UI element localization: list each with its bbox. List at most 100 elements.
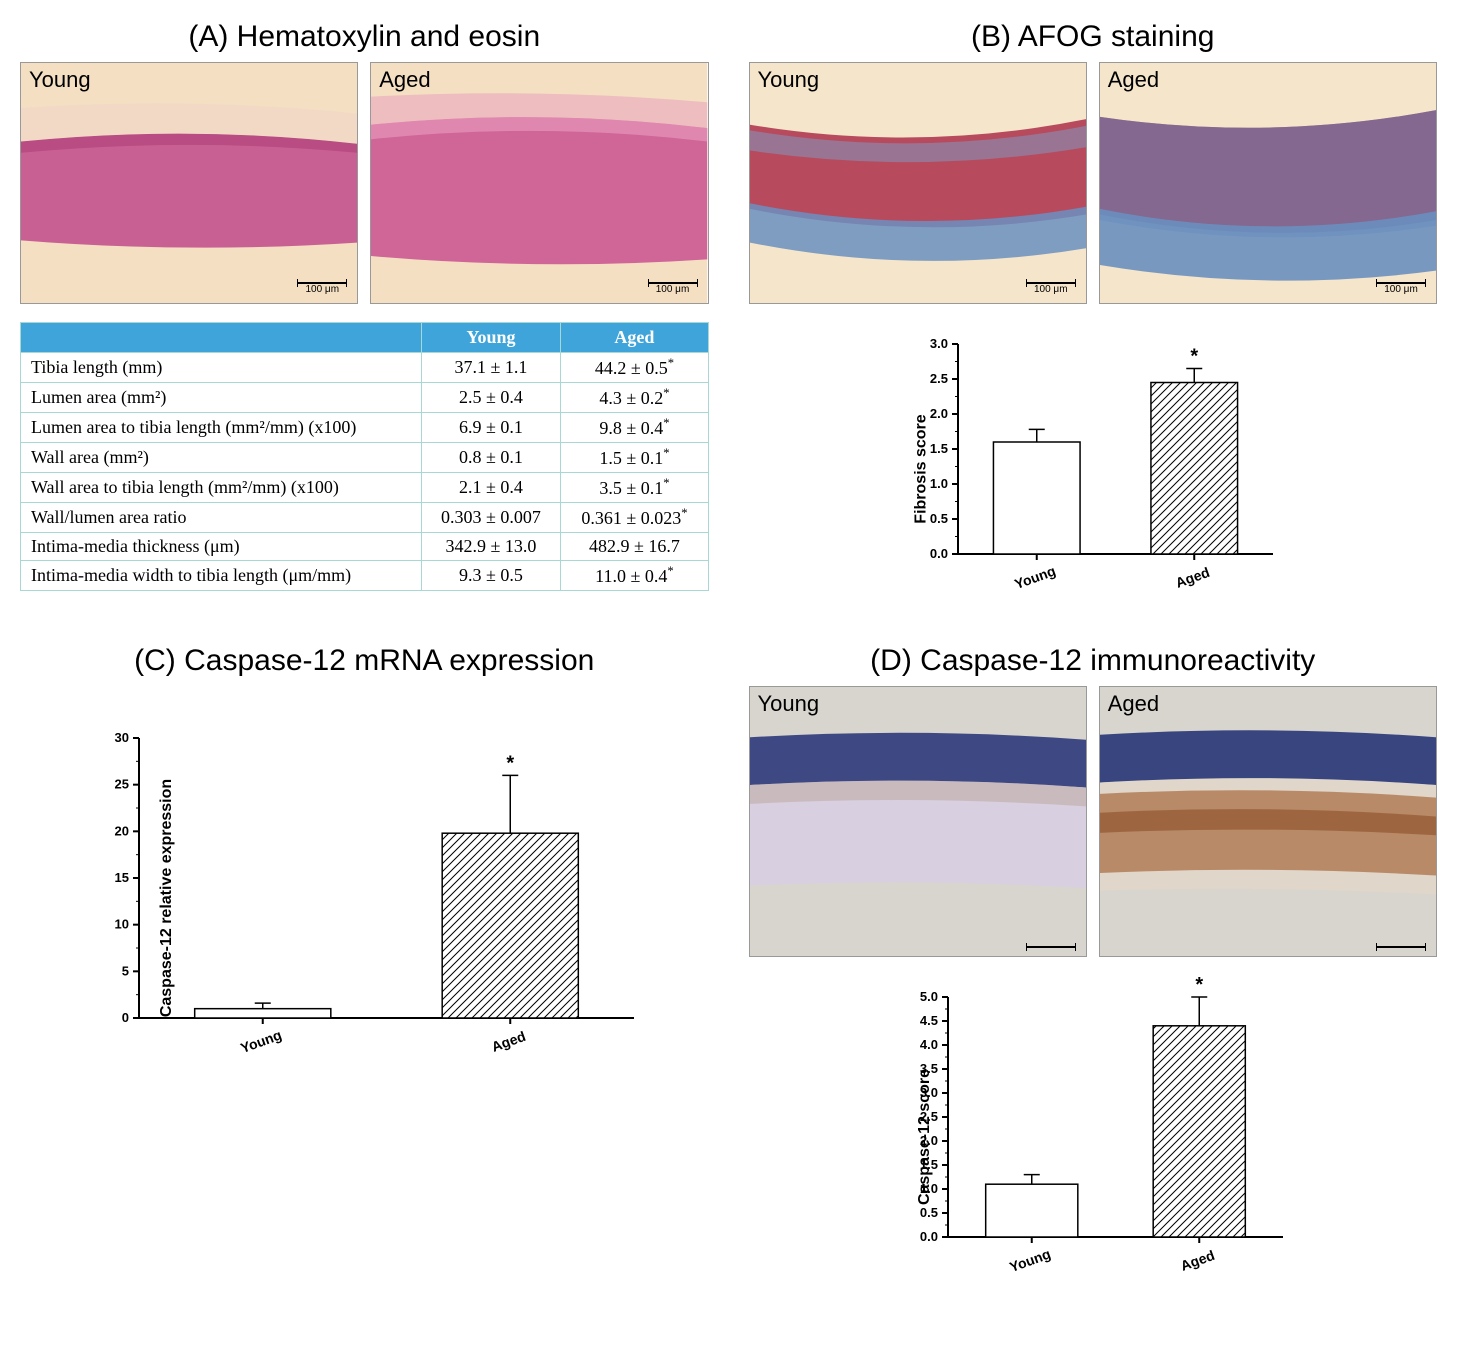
image-label-aged: Aged (1108, 691, 1159, 717)
svg-text:Aged: Aged (1178, 1247, 1216, 1274)
panel-d: (D) Caspase-12 immunoreactivity Young Ag… (749, 644, 1438, 1297)
panel-a-table: YoungAgedTibia length (mm)37.1 ± 1.144.2… (20, 322, 709, 591)
chart-bar (993, 442, 1080, 554)
panel-a-young-image: Young 100 μm (20, 62, 358, 304)
svg-text:1.0: 1.0 (930, 476, 948, 491)
table-cell: 0.361 ± 0.023* (561, 503, 708, 533)
panel-c-title: (C) Caspase-12 mRNA expression (20, 644, 709, 678)
panel-b-images: Young 100 μm Aged 100 μm (749, 62, 1438, 304)
panel-d-aged-image: Aged (1099, 686, 1437, 957)
svg-text:0.0: 0.0 (920, 1229, 938, 1244)
table-cell: 342.9 ± 13.0 (421, 533, 561, 561)
svg-text:Young: Young (239, 1027, 284, 1057)
table-cell: 2.1 ± 0.4 (421, 473, 561, 503)
scale-bar: 100 μm (1026, 282, 1076, 295)
table-cell: Wall area (mm²) (21, 443, 422, 473)
svg-text:*: * (507, 753, 515, 775)
table-row: Tibia length (mm)37.1 ± 1.144.2 ± 0.5* (21, 353, 709, 383)
panel-d-young-image: Young (749, 686, 1087, 957)
table-cell: 1.5 ± 0.1* (561, 443, 708, 473)
panel-b-chart: Fibrosis score 0.0 0.5 1.0 1.5 2.0 2.5 3.0 Young… (903, 324, 1283, 614)
chart-bar (1153, 1026, 1245, 1237)
chart-bar (1151, 383, 1238, 555)
svg-text:Young: Young (1012, 563, 1057, 593)
table-row: Wall area to tibia length (mm²/mm) (x100… (21, 473, 709, 503)
panel-b: (B) AFOG staining Young 100 μm Aged 100 … (749, 20, 1438, 614)
table-row: Intima-media thickness (μm)342.9 ± 13.04… (21, 533, 709, 561)
svg-text:0.5: 0.5 (930, 511, 948, 526)
table-cell: 6.9 ± 0.1 (421, 413, 561, 443)
svg-text:2.5: 2.5 (930, 371, 948, 386)
table-cell: 4.3 ± 0.2* (561, 383, 708, 413)
table-cell: 9.3 ± 0.5 (421, 561, 561, 591)
panel-d-title: (D) Caspase-12 immunoreactivity (749, 644, 1438, 678)
table-cell: 37.1 ± 1.1 (421, 353, 561, 383)
table-cell: 3.5 ± 0.1* (561, 473, 708, 503)
table-cell: Lumen area (mm²) (21, 383, 422, 413)
panel-a: (A) Hematoxylin and eosin Young 100 μm A… (20, 20, 709, 614)
image-label-young: Young (29, 67, 91, 93)
panel-b-aged-image: Aged 100 μm (1099, 62, 1437, 304)
table-cell: 482.9 ± 16.7 (561, 533, 708, 561)
table-row: Lumen area to tibia length (mm²/mm) (x10… (21, 413, 709, 443)
chart-bar (985, 1184, 1077, 1237)
bar-chart-svg: 0.00.51.01.52.02.53.03.54.04.55.0Young*A… (893, 977, 1293, 1297)
table-cell: Intima-media width to tibia length (μm/m… (21, 561, 422, 591)
table-cell: 9.8 ± 0.4* (561, 413, 708, 443)
svg-text:30: 30 (115, 730, 129, 745)
y-axis-label: Caspase-12 relative expression (158, 779, 176, 1017)
table-cell: 44.2 ± 0.5* (561, 353, 708, 383)
svg-text:4.5: 4.5 (920, 1013, 938, 1028)
table-cell: Lumen area to tibia length (mm²/mm) (x10… (21, 413, 422, 443)
scale-bar: 100 μm (1376, 282, 1426, 295)
chart-bar (442, 833, 578, 1018)
bar-chart-svg: 0.0 0.5 1.0 1.5 2.0 2.5 3.0 Young * Aged (903, 324, 1283, 614)
table-cell: Wall area to tibia length (mm²/mm) (x100… (21, 473, 422, 503)
svg-text:10: 10 (115, 917, 129, 932)
panel-a-title: (A) Hematoxylin and eosin (20, 20, 709, 54)
table-cell: 11.0 ± 0.4* (561, 561, 708, 591)
table-cell: 0.8 ± 0.1 (421, 443, 561, 473)
svg-text:*: * (1195, 977, 1203, 996)
table-row: Wall area (mm²)0.8 ± 0.11.5 ± 0.1* (21, 443, 709, 473)
table-header: Young (421, 323, 561, 353)
svg-text:0.0: 0.0 (930, 546, 948, 561)
svg-text:0: 0 (122, 1010, 129, 1025)
svg-text:Young: Young (1007, 1246, 1052, 1276)
y-axis-label: Fibrosis score (912, 414, 930, 523)
svg-text:3.0: 3.0 (930, 336, 948, 351)
svg-text:5.0: 5.0 (920, 989, 938, 1004)
scale-bar (1026, 946, 1076, 948)
image-label-young: Young (758, 67, 820, 93)
svg-text:20: 20 (115, 824, 129, 839)
y-axis-label: Caspase-12 score (916, 1069, 934, 1205)
table-cell: Intima-media thickness (μm) (21, 533, 422, 561)
panel-d-images: Young Aged (749, 686, 1438, 957)
scale-bar (1376, 946, 1426, 948)
svg-text:25: 25 (115, 777, 129, 792)
svg-text:2.0: 2.0 (930, 406, 948, 421)
panel-c-chart: Caspase-12 relative expression0510152025… (84, 718, 644, 1078)
svg-text:4.0: 4.0 (920, 1037, 938, 1052)
scale-bar: 100 μm (648, 282, 698, 295)
panel-d-chart: Caspase-12 score0.00.51.01.52.02.53.03.5… (893, 977, 1293, 1297)
image-label-young: Young (758, 691, 820, 717)
image-label-aged: Aged (379, 67, 430, 93)
chart-bar (195, 1009, 331, 1018)
table-header (21, 323, 422, 353)
table-cell: 2.5 ± 0.4 (421, 383, 561, 413)
table-row: Wall/lumen area ratio0.303 ± 0.0070.361 … (21, 503, 709, 533)
table-cell: Wall/lumen area ratio (21, 503, 422, 533)
svg-text:Aged: Aged (490, 1028, 528, 1055)
panel-a-aged-image: Aged 100 μm (370, 62, 708, 304)
figure-grid: (A) Hematoxylin and eosin Young 100 μm A… (20, 20, 1437, 1297)
svg-text:*: * (1190, 346, 1198, 368)
table-cell: 0.303 ± 0.007 (421, 503, 561, 533)
table-row: Lumen area (mm²)2.5 ± 0.44.3 ± 0.2* (21, 383, 709, 413)
table-header: Aged (561, 323, 708, 353)
svg-text:Aged: Aged (1173, 564, 1211, 591)
svg-text:1.5: 1.5 (930, 441, 948, 456)
table-row: Intima-media width to tibia length (μm/m… (21, 561, 709, 591)
panel-b-title: (B) AFOG staining (749, 20, 1438, 54)
image-label-aged: Aged (1108, 67, 1159, 93)
